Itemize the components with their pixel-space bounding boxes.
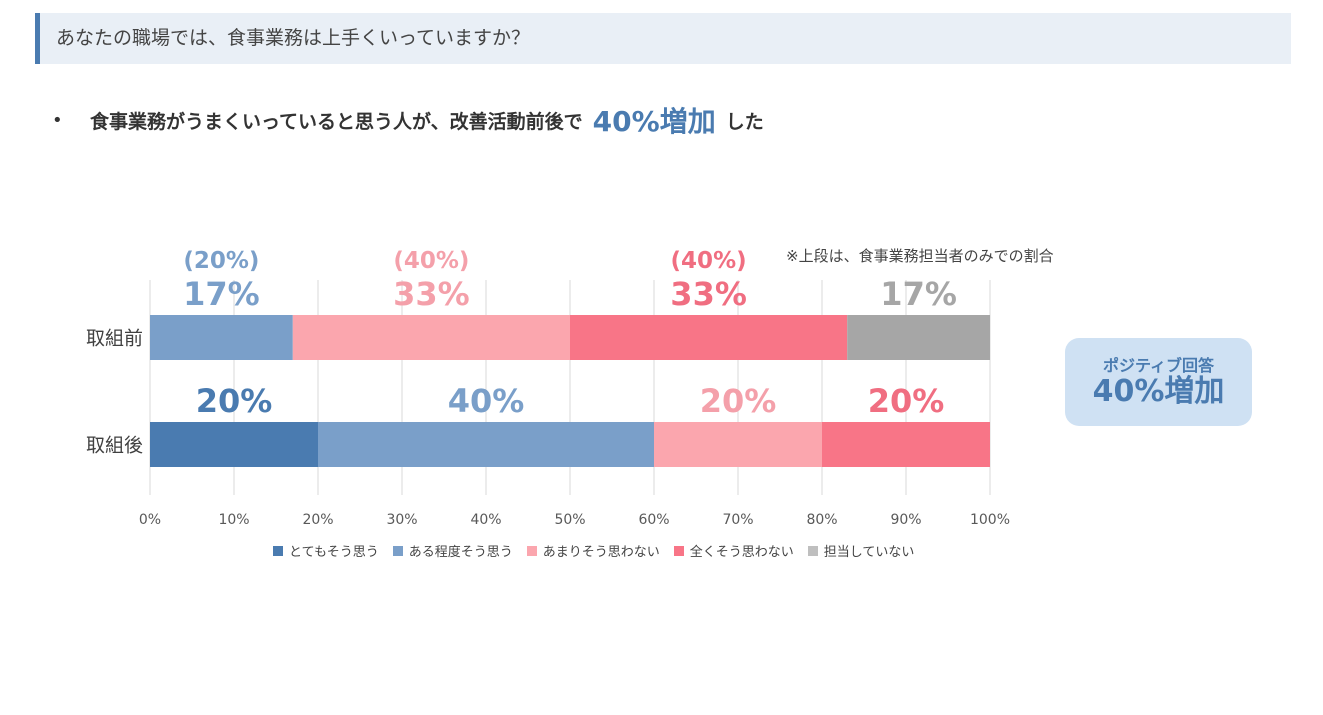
positive-answer-box: ポジティブ回答 40%増加 (1065, 338, 1252, 426)
bar-segment (292, 315, 570, 360)
summary-highlight: 40%増加 (592, 105, 716, 138)
bar-segment (822, 422, 990, 467)
legend-label: 担当していない (823, 545, 915, 560)
data-label: 20% (196, 382, 273, 420)
positive-answer-value: 40%増加 (1092, 374, 1225, 409)
legend-swatch (273, 545, 283, 556)
legend-item: ある程度そう思う (392, 541, 513, 560)
summary-text: 食事業務がうまくいっていると思う人が、改善活動前後で (90, 110, 583, 133)
chart-legend: とてもそう思う ある程度そう思う あまりそう思わない 全くそう思わない 担当していない (273, 541, 928, 560)
data-label: 33% (393, 275, 470, 313)
bar-segment (150, 315, 293, 360)
category-label: 取組前 (86, 328, 143, 350)
chart-note: ※上段は、食事業務担当者のみでの割合 (786, 247, 1054, 265)
x-tick-label: 40% (470, 512, 501, 528)
legend-item: 全くそう思わない (673, 541, 794, 560)
x-tick-label: 60% (638, 512, 669, 528)
data-label: 40% (448, 382, 525, 420)
data-label: 17% (880, 275, 957, 313)
bar-segment (150, 422, 318, 467)
header-bar: あなたの職場では、食事業務は上手くいっていますか？ (35, 13, 1291, 64)
x-tick-label: 50% (554, 512, 585, 528)
x-tick-label: 90% (890, 512, 921, 528)
x-tick-label: 30% (386, 512, 417, 528)
x-tick-label: 70% (722, 512, 753, 528)
x-tick-label: 10% (218, 512, 249, 528)
bullet-dot: • (52, 109, 63, 131)
legend-swatch (673, 545, 684, 556)
page-title: あなたの職場では、食事業務は上手くいっていますか？ (56, 27, 531, 49)
legend-swatch (807, 545, 818, 556)
x-tick-label: 0% (139, 512, 161, 528)
legend-item: 担当していない (807, 541, 915, 560)
x-tick-label: 20% (302, 512, 333, 528)
legend-item: あまりそう思わない (526, 541, 660, 560)
positive-answer-label: ポジティブ回答 (1102, 356, 1215, 375)
data-sublabel: (40%) (393, 248, 469, 274)
x-tick-label: 100% (970, 512, 1010, 528)
data-label: 17% (183, 275, 260, 313)
x-tick-label: 80% (806, 512, 837, 528)
data-sublabel: (40%) (671, 248, 747, 274)
legend-label: 全くそう思わない (689, 545, 794, 560)
legend-item: とてもそう思う (273, 541, 379, 560)
legend-swatch (526, 545, 537, 556)
summary-suffix: した (725, 110, 764, 133)
bar-segment (847, 315, 990, 360)
bar-segment (318, 422, 654, 467)
bar-segment (570, 315, 848, 360)
category-label: 取組後 (86, 435, 143, 457)
bar-segment (654, 422, 822, 467)
legend-label: とてもそう思う (289, 545, 379, 560)
legend-swatch (392, 545, 403, 556)
data-label: 20% (868, 382, 945, 420)
data-sublabel: (20%) (183, 248, 259, 274)
data-label: 33% (670, 275, 747, 313)
legend-label: ある程度そう思う (408, 545, 513, 560)
legend-label: あまりそう思わない (542, 545, 660, 560)
summary-bullet: • 食事業務がうまくいっていると思う人が、改善活動前後で 40%増加 した (52, 100, 764, 140)
data-label: 20% (700, 382, 777, 420)
